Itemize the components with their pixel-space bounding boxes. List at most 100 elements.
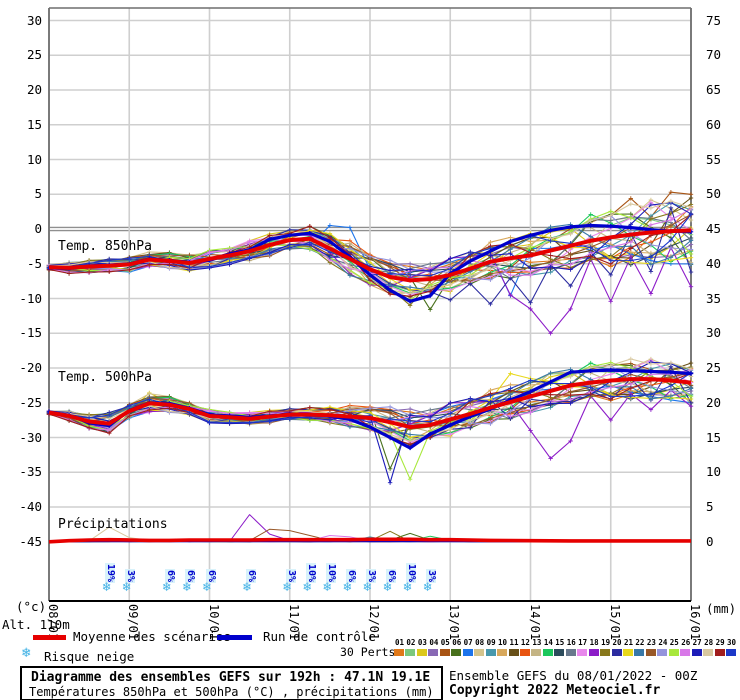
left-axis-tick: 10: [26, 151, 42, 167]
member-color-swatch: [451, 649, 462, 656]
left-axis-tick: 30: [26, 12, 42, 28]
left-axis-tick: -40: [19, 499, 42, 514]
member-number: 04: [429, 638, 439, 647]
member-number: 28: [704, 638, 714, 647]
member-number: 14: [543, 638, 553, 647]
member-color-swatch: [577, 649, 588, 656]
member-number: 08: [475, 638, 485, 647]
ensemble-mean-850: [48, 228, 692, 283]
member-number: 24: [658, 638, 668, 647]
left-axis-tick: 20: [26, 82, 42, 97]
member-number: 01: [394, 638, 405, 647]
member-number: 13: [532, 638, 542, 647]
altitude-label: Alt. 110m: [2, 617, 70, 632]
diagram-title: Diagramme des ensembles GEFS sur 192h : …: [31, 670, 431, 685]
snowflake-icon: ❄: [182, 580, 191, 595]
member-color-swatch: [405, 649, 416, 656]
member-color-swatch: [554, 649, 565, 656]
right-axis-tick: 50: [706, 186, 722, 202]
date-label: 14/01: [527, 604, 542, 641]
right-axis-tick: 0: [706, 533, 714, 549]
right-axis-tick: 30: [706, 325, 722, 341]
member-color-swatch: [416, 649, 427, 656]
member-color-swatch: [634, 649, 645, 656]
member-color-swatch: [542, 649, 553, 656]
snowflake-icon: ❄: [363, 580, 372, 595]
left-axis-tick: 0: [34, 221, 42, 236]
right-axis-tick: 35: [706, 290, 722, 306]
ensemble-mean-500: [48, 377, 692, 430]
ensemble-mean-precip: [48, 537, 691, 544]
member-color-swatch: [703, 649, 714, 656]
snowflake-icon: ❄: [122, 580, 131, 595]
left-axis-tick: -5: [26, 255, 42, 271]
control-line-swatch: [217, 635, 252, 640]
left-axis-tick: -25: [19, 394, 42, 410]
right-axis-tick: 40: [706, 255, 722, 271]
perturbations-count-label: 30 Perts.: [340, 645, 403, 659]
member-color-swatch: [657, 649, 668, 656]
member-color-swatch: [714, 649, 725, 656]
left-axis-tick: 15: [26, 116, 42, 132]
member-color-swatch: [394, 649, 404, 656]
snowflake-icon: ❄: [102, 580, 111, 595]
right-axis-tick: 15: [706, 429, 722, 445]
section-label-temp500: Temp. 500hPa: [58, 370, 152, 385]
member-color-swatch: [680, 649, 691, 656]
member-color-swatch: [645, 649, 656, 656]
footer-title-box: Diagramme des ensembles GEFS sur 192h : …: [20, 666, 443, 700]
snowflake-icon: ❄: [383, 580, 392, 595]
member-number: 22: [635, 638, 645, 647]
snowflake-icon: ❄: [423, 580, 432, 595]
member-color-swatch: [519, 649, 530, 656]
snowflake-icon: ❄: [303, 580, 312, 595]
right-axis-tick: 45: [706, 221, 722, 236]
member-number: 12: [520, 638, 530, 647]
legend-control-label: Run de contrôle: [263, 629, 376, 644]
member-color-swatch: [611, 649, 622, 656]
member-number: 25: [669, 638, 679, 647]
left-axis-tick: -15: [19, 325, 42, 341]
member-number: 16: [566, 638, 576, 647]
right-axis-tick: 20: [706, 394, 722, 410]
member-number: 23: [646, 638, 656, 647]
member-color-swatch: [565, 649, 576, 656]
date-label: 15/01: [607, 604, 622, 641]
member-number: 02: [406, 638, 416, 647]
member-color-swatch: [474, 649, 485, 656]
left-axis-unit: (°c): [16, 599, 47, 614]
left-axis-tick: -45: [19, 533, 42, 549]
member-color-swatch: [726, 649, 737, 656]
member-number: 20: [612, 638, 622, 647]
member-number: 27: [692, 638, 702, 647]
member-number: 17: [578, 638, 588, 647]
member-color-swatch: [497, 649, 508, 656]
right-axis-tick: 55: [706, 151, 722, 167]
member-number: 19: [601, 638, 611, 647]
right-axis-tick: 60: [706, 116, 722, 132]
right-axis-tick: 75: [706, 12, 722, 28]
member-color-swatch: [508, 649, 519, 656]
member-number: 07: [463, 638, 473, 647]
member-number: 11: [509, 638, 519, 647]
date-label: 13/01: [447, 604, 462, 641]
section-label-precip: Précipitations: [58, 517, 168, 532]
left-axis-tick: -30: [19, 429, 42, 445]
member-number: 09: [486, 638, 496, 647]
snowflake-icon: ❄: [243, 580, 251, 595]
snowflake-icon: ❄: [323, 580, 332, 595]
member-number: 15: [555, 638, 565, 647]
member-number: 18: [589, 638, 599, 647]
right-axis-tick: 65: [706, 82, 722, 97]
member-color-swatch: [668, 649, 679, 656]
snowflake-icon: ❄: [203, 580, 211, 595]
left-axis-tick: 5: [34, 186, 42, 202]
left-axis-tick: -20: [19, 360, 42, 375]
date-label: 16/01: [688, 604, 702, 641]
left-axis-tick: -10: [19, 290, 42, 306]
copyright: Copyright 2022 Meteociel.fr: [449, 683, 661, 698]
right-axis-tick: 70: [706, 47, 722, 63]
snowflake-icon: ❄: [283, 580, 292, 595]
left-axis-tick: -35: [19, 464, 42, 480]
